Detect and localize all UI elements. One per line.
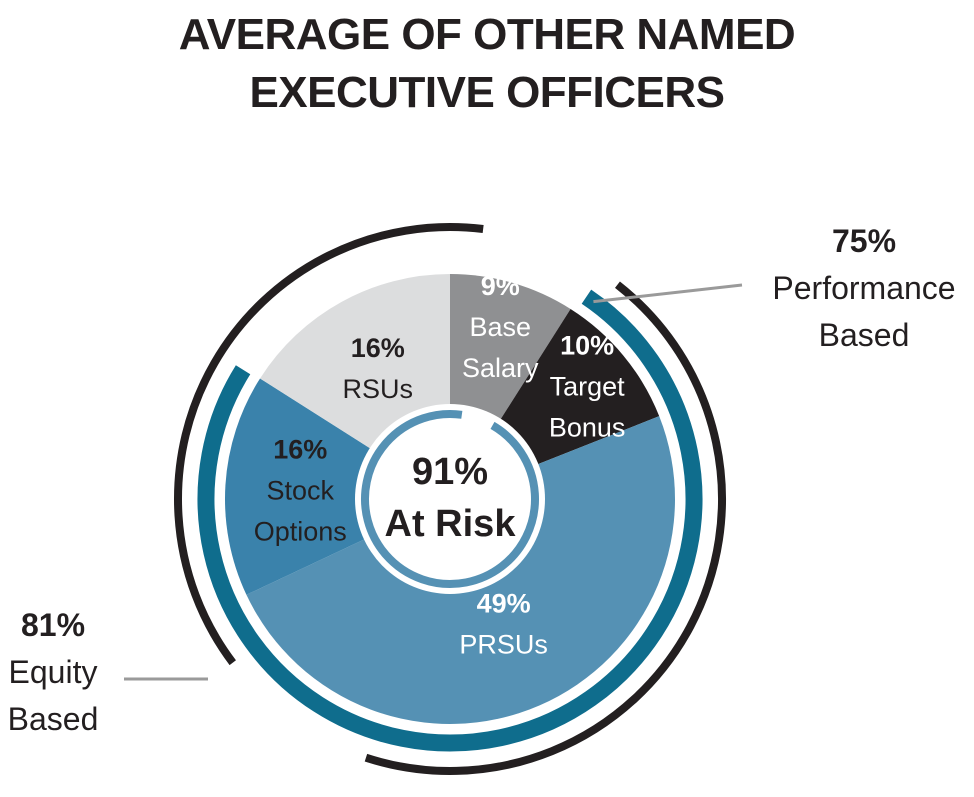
slice-label-line: Salary bbox=[462, 353, 539, 383]
slice-label-line: Stock bbox=[267, 476, 335, 506]
slice-label-line: Options bbox=[254, 517, 347, 547]
chart-title-line-2: EXECUTIVE OFFICERS bbox=[249, 68, 725, 117]
center-labels: 91% At Risk bbox=[385, 451, 517, 545]
slice-label-rsus: 16% RSUs bbox=[342, 333, 413, 404]
slice-label-line: PRSUs bbox=[459, 629, 548, 659]
slice-value-base-salary: 9% bbox=[481, 271, 520, 301]
black-equity-ring-upper bbox=[174, 223, 484, 666]
chart-title: AVERAGE OF OTHER NAMED EXECUTIVE OFFICER… bbox=[0, 6, 974, 122]
slice-label-line: Base bbox=[469, 312, 531, 342]
center-hole bbox=[355, 404, 545, 594]
leader-lines bbox=[124, 283, 743, 681]
equity-based-percent: 81% bbox=[0, 602, 106, 649]
slice-label-line: Bonus bbox=[549, 413, 626, 443]
slice-label-line: Target bbox=[550, 372, 626, 402]
equity-based-value: 81% bbox=[20, 607, 86, 643]
slice-labels: 9% Base Salary 10% Target Bonus 49% PRSUs 16% Sto… bbox=[254, 271, 626, 659]
equity-based-label-line-1: Equity bbox=[8, 654, 98, 690]
slice-label-line: RSUs bbox=[342, 374, 413, 404]
center-value: 91% bbox=[412, 451, 488, 493]
equity-based-annotation: 81% Equity Based bbox=[0, 602, 106, 743]
slice-label-base-salary: 9% Base Salary bbox=[462, 271, 539, 383]
performance-based-annotation: 75% Performance Based bbox=[748, 218, 974, 359]
performance-based-label-line-1: Performance bbox=[772, 270, 956, 306]
slice-value-target-bonus: 10% bbox=[560, 331, 614, 361]
slice-label-stock-options: 16% Stock Options bbox=[254, 435, 347, 547]
equity-based-label-line-2: Based bbox=[7, 701, 99, 737]
slice-label-target-bonus: 10% Target Bonus bbox=[549, 331, 626, 443]
performance-based-value: 75% bbox=[831, 223, 897, 259]
teal-performance-ring bbox=[197, 289, 703, 752]
performance-leader-line bbox=[593, 283, 743, 304]
chart-title-line-1: AVERAGE OF OTHER NAMED bbox=[178, 10, 796, 59]
inner-at-risk-ring bbox=[361, 410, 539, 588]
pie-slice-stock-options bbox=[224, 378, 450, 595]
slice-label-prsus: 49% PRSUs bbox=[459, 588, 548, 659]
outer-rings bbox=[174, 223, 726, 775]
performance-based-label-line-2: Based bbox=[818, 317, 910, 353]
slice-value-prsus: 49% bbox=[477, 588, 531, 618]
center-label: At Risk bbox=[385, 503, 517, 545]
slice-value-rsus: 16% bbox=[351, 333, 405, 363]
black-equity-ring-lower bbox=[364, 281, 726, 775]
performance-based-percent: 75% bbox=[748, 218, 974, 265]
slice-value-stock-options: 16% bbox=[273, 435, 327, 465]
